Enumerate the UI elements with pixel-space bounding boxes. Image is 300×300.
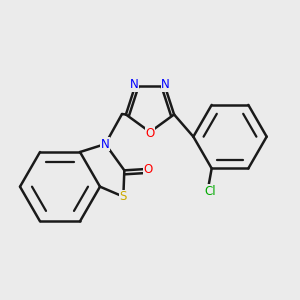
Text: N: N	[101, 137, 110, 151]
Text: S: S	[120, 190, 127, 203]
Text: N: N	[130, 78, 139, 91]
Text: N: N	[161, 78, 170, 91]
Text: Cl: Cl	[205, 184, 216, 198]
Text: O: O	[146, 128, 154, 140]
Text: O: O	[144, 163, 153, 176]
